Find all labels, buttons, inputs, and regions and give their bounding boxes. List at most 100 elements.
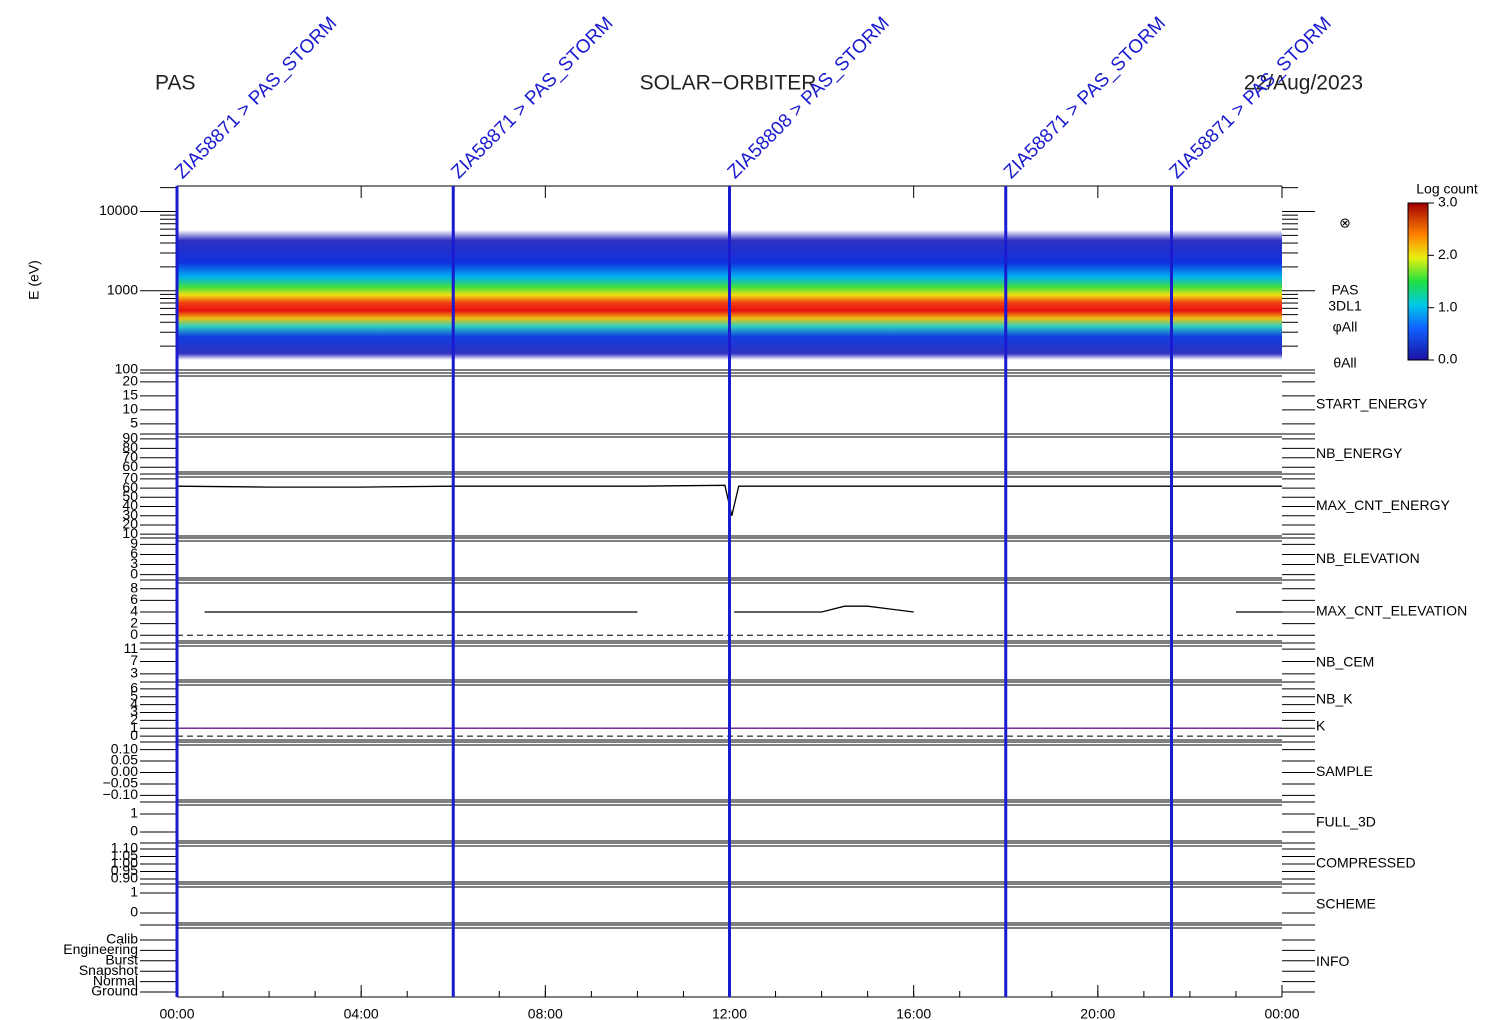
y-tick-label: 6 [130, 680, 138, 696]
x-tick-label: 00:00 [1264, 1006, 1299, 1020]
y-tick-label: 70 [122, 470, 138, 486]
y-tick-label: 30 [122, 506, 138, 522]
panel-label: SAMPLE [1316, 763, 1373, 779]
y-tick-label: 0 [130, 727, 138, 743]
x-tick-label: 12:00 [712, 1006, 747, 1020]
event-label: ZIA58808 > PAS_STORM [724, 13, 894, 183]
y-tick-label: −0.10 [103, 786, 139, 802]
event-label: ZIA58871 > PAS_STORM [1166, 13, 1336, 183]
colorbar-title: Log count [1416, 181, 1478, 197]
x-tick-label: 04:00 [344, 1006, 379, 1020]
panel-label: NB_K [1316, 691, 1353, 707]
y-tick-label: 10000 [99, 202, 138, 218]
y-tick-label: 0 [130, 904, 138, 920]
event-label: ZIA58871 > PAS_STORM [447, 13, 617, 183]
panel-label: MAX_CNT_ENERGY [1316, 497, 1450, 513]
panel-label: START_ENERGY [1316, 396, 1428, 412]
y-tick-label: 0.90 [111, 870, 138, 886]
event-label: ZIA58871 > PAS_STORM [171, 13, 341, 183]
y-tick-label: 80 [122, 439, 138, 455]
y-tick-label: 70 [122, 449, 138, 465]
title: SOLAR−ORBITER [640, 72, 817, 95]
side-label: φAll [1333, 319, 1358, 335]
y-tick-label: 1000 [107, 281, 138, 297]
y-tick-label: 20 [122, 516, 138, 532]
y-tick-label: 100 [115, 361, 139, 377]
y-tick-label: 60 [122, 479, 138, 495]
panel-label: FULL_3D [1316, 814, 1376, 830]
y-tick-label: 11 [123, 640, 138, 656]
y-tick-label: 50 [122, 488, 138, 504]
colorbar-tick-label: 3.0 [1438, 194, 1458, 210]
y-axis-label: E (eV) [26, 260, 42, 300]
panel-label: COMPRESSED [1316, 855, 1416, 871]
y-tick-label: 3 [130, 665, 138, 681]
side-label: 3DL1 [1328, 298, 1362, 314]
panel-label: SCHEME [1316, 896, 1376, 912]
title-right: 22/Aug/2023 [1244, 72, 1363, 95]
y-tick-label: 0.10 [111, 740, 138, 756]
symbol: ⊗ [1339, 215, 1351, 231]
panel-label: NB_ENERGY [1316, 445, 1403, 461]
y-tick-label: Normal [93, 972, 138, 988]
y-tick-label: 1 [130, 884, 138, 900]
y-tick-label: 0 [130, 565, 138, 581]
y-tick-label: 1 [130, 719, 138, 735]
y-tick-label: 0 [130, 823, 138, 839]
y-tick-label: 15 [122, 387, 138, 403]
panel-label: INFO [1316, 953, 1350, 969]
y-tick-label: 0.00 [111, 763, 138, 779]
colorbar-tick-label: 1.0 [1438, 298, 1458, 314]
colorbar-tick-label: 0.0 [1438, 351, 1458, 367]
y-tick-label: 6 [130, 545, 138, 561]
y-tick-label: 4 [130, 603, 138, 619]
y-tick-label: 2 [130, 711, 138, 727]
y-tick-label: 40 [122, 497, 138, 513]
y-tick-label: Calib [106, 931, 138, 947]
panel-label: NB_CEM [1316, 654, 1374, 670]
x-tick-label: 08:00 [528, 1006, 563, 1020]
title-left: PAS [155, 72, 195, 95]
y-tick-label: Ground [91, 983, 138, 999]
series-line [176, 484, 1282, 516]
y-tick-label: −0.05 [103, 775, 139, 791]
side-label: PAS [1332, 282, 1359, 298]
y-tick-label: 0.05 [111, 752, 138, 768]
y-tick-label: 1 [130, 805, 138, 821]
panel-label: K [1316, 718, 1326, 734]
y-tick-label: 1.10 [111, 840, 138, 856]
y-tick-label: 4 [130, 695, 138, 711]
y-tick-label: 10 [122, 401, 138, 417]
y-tick-label: 1.05 [111, 847, 138, 863]
panel-label: NB_ELEVATION [1316, 550, 1420, 566]
y-tick-label: Engineering [63, 941, 138, 957]
y-tick-label: 90 [122, 430, 138, 446]
y-tick-label: Snapshot [79, 962, 138, 978]
y-tick-label: 5 [130, 415, 138, 431]
event-label: ZIA58871 > PAS_STORM [1000, 13, 1170, 183]
x-tick-label: 00:00 [159, 1006, 194, 1020]
y-tick-label: 20 [122, 373, 138, 389]
y-tick-label: 2 [130, 614, 138, 630]
colorbar [1407, 202, 1429, 361]
y-tick-label: 7 [130, 652, 138, 668]
y-tick-label: 0.95 [111, 862, 138, 878]
y-tick-label: 8 [130, 580, 138, 596]
y-tick-label: 5 [130, 687, 138, 703]
y-tick-label: Burst [105, 952, 138, 968]
y-tick-label: 9 [130, 535, 138, 551]
side-label: θAll [1333, 355, 1356, 371]
y-tick-label: 60 [122, 458, 138, 474]
series-line [204, 605, 1282, 613]
x-tick-label: 20:00 [1080, 1006, 1115, 1020]
colorbar-tick-label: 2.0 [1438, 246, 1458, 262]
y-tick-label: 0 [130, 626, 138, 642]
y-tick-label: 3 [130, 555, 138, 571]
y-tick-label: 3 [130, 703, 138, 719]
x-tick-label: 16:00 [896, 1006, 931, 1020]
y-tick-label: 10 [122, 525, 138, 541]
y-tick-label: 1.00 [111, 855, 138, 871]
panel-label: MAX_CNT_ELEVATION [1316, 603, 1467, 619]
y-tick-label: 6 [130, 591, 138, 607]
